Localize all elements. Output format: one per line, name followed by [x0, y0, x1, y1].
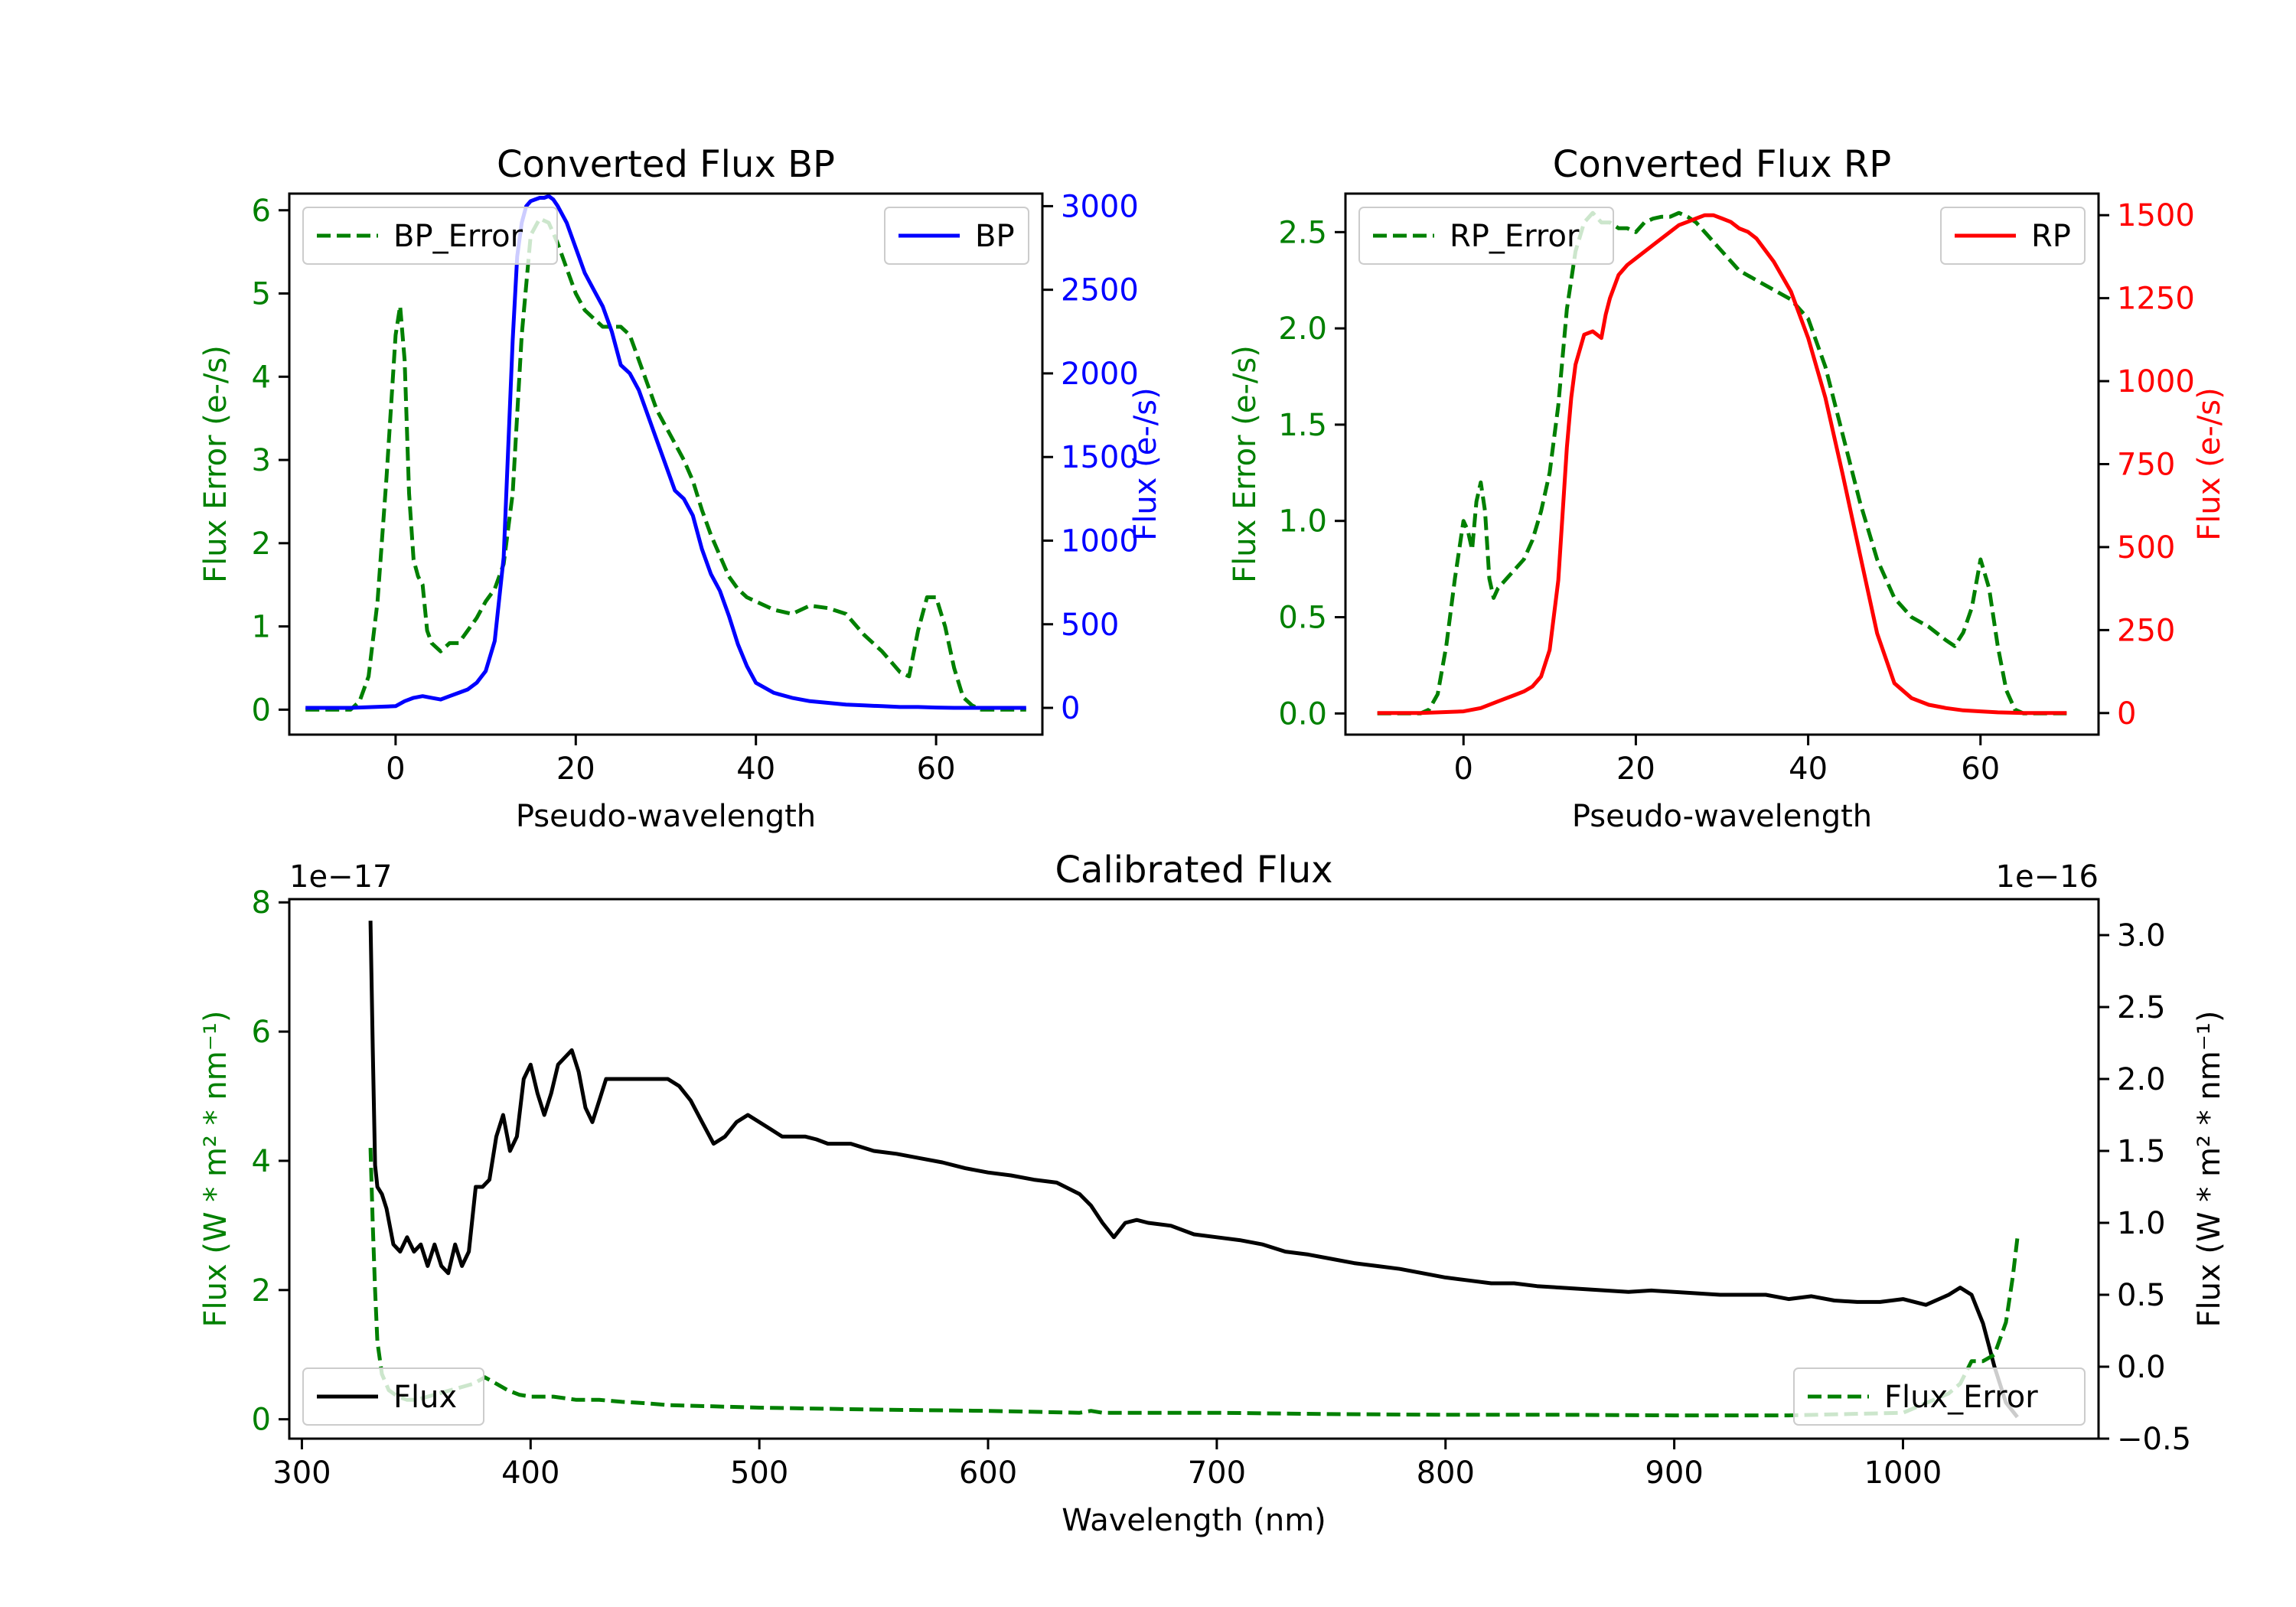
y-left-tick-label: 0.0 [1278, 696, 1327, 732]
y-left-tick-label: 5 [252, 277, 271, 312]
legend-rp: RP [1940, 207, 2086, 265]
y-left-tick-label: 0.5 [1278, 601, 1327, 636]
x-tick-label: 400 [501, 1455, 559, 1491]
y-right-tick-label: 2500 [1061, 273, 1139, 308]
y-right-tick-label: 1500 [2117, 198, 2195, 233]
y-left-tick-label: 2 [252, 1273, 271, 1309]
x-tick-label: 1000 [1864, 1455, 1942, 1491]
y-right-tick-label: 0.0 [2117, 1350, 2166, 1385]
y-left-tick-label: 0 [252, 1403, 271, 1438]
chart-rp: Converted Flux RP 0 20 40 60 Pseudo-wavelengt… [1228, 143, 2227, 834]
axes-frame [288, 898, 2100, 1440]
y-left-tick-label: 2 [252, 526, 271, 562]
legend-box [302, 1367, 484, 1426]
y-right-tick-label: 3.0 [2117, 918, 2166, 953]
x-tick-label: 0 [1454, 751, 1473, 787]
x-tick-label: 0 [386, 751, 405, 787]
y-right-tick-label: 1000 [1061, 523, 1139, 559]
x-tick-label: 900 [1645, 1455, 1703, 1491]
legend-box [1358, 207, 1614, 265]
legend-bp: BP [884, 207, 1029, 265]
x-tick-label: 800 [1417, 1455, 1475, 1491]
chart-title: Calibrated Flux [1055, 849, 1332, 892]
x-tick-label: 20 [556, 751, 595, 787]
y-left-tick-label: 4 [252, 1144, 271, 1179]
legend-label: BP_Error [393, 219, 523, 254]
series-line-flux-error [368, 1148, 2020, 1418]
y-left-offset-label: 1e−17 [289, 859, 392, 895]
x-axis-label: Pseudo-wavelength [516, 799, 816, 834]
y-left-tick-label: 6 [252, 1015, 271, 1050]
x-tick-label: 500 [730, 1455, 788, 1491]
x-tick-label: 40 [736, 751, 775, 787]
legend-label: Flux_Error [1884, 1380, 2038, 1415]
y-right-tick-label: 2.0 [2117, 1062, 2166, 1097]
y-right-tick-label: 1250 [2117, 282, 2195, 317]
y-left-tick-label: 8 [252, 885, 271, 921]
y-left-tick-label: 6 [252, 194, 271, 229]
y-left-tick-label: 0 [252, 693, 271, 728]
y-right-tick-label: 0 [2117, 696, 2136, 732]
y-right-tick-label: 0.5 [2117, 1278, 2166, 1313]
y-left-axis-label: Flux (W * m² * nm⁻¹) [198, 1011, 233, 1328]
series-line-rp [1377, 213, 2067, 715]
y-right-tick-label: 1.5 [2117, 1134, 2166, 1169]
y-left-axis-label: Flux Error (e-/s) [1228, 345, 1263, 583]
y-right-offset-label: 1e−16 [1996, 859, 2099, 895]
y-right-tick-label: 500 [1061, 608, 1119, 643]
y-right-axis-label: Flux (e-/s) [1128, 387, 1163, 540]
legend-label: RP_Error [1450, 219, 1580, 254]
legend-bp-error: BP_Error [302, 207, 558, 265]
y-right-tick-label: 750 [2117, 448, 2175, 483]
y-left-tick-label: 2.0 [1278, 311, 1327, 347]
x-tick-label: 60 [917, 751, 956, 787]
y-left-tick-label: 1.0 [1278, 504, 1327, 539]
y-left-axis-label: Flux Error (e-/s) [198, 345, 233, 583]
x-tick-label: 600 [959, 1455, 1017, 1491]
y-left-tick-label: 2.5 [1278, 215, 1327, 250]
y-left-tick-label: 4 [252, 360, 271, 395]
y-right-tick-label: 1.0 [2117, 1206, 2166, 1241]
legend-label: BP [975, 219, 1015, 254]
x-axis-label: Pseudo-wavelength [1572, 799, 1872, 834]
legend-flux-error: Flux_Error [1793, 1367, 2086, 1426]
y-left-tick-label: 1 [252, 610, 271, 645]
y-left-tick-label: 1.5 [1278, 408, 1327, 443]
y-right-tick-label: 250 [2117, 613, 2175, 648]
legend-flux: Flux [302, 1367, 484, 1426]
chart-title: Converted Flux RP [1553, 143, 1891, 186]
y-right-tick-label: 3000 [1061, 189, 1139, 224]
chart-calibrated: Calibrated Flux 300 400 500 600 700 800 900 1000… [198, 849, 2227, 1538]
y-right-tick-label: −0.5 [2117, 1422, 2191, 1457]
series-line-flux [368, 921, 2019, 1419]
legend-rp-error: RP_Error [1358, 207, 1614, 265]
x-tick-label: 20 [1616, 751, 1655, 787]
legend-label: Flux [393, 1380, 457, 1415]
y-left-tick-label: 3 [252, 443, 271, 478]
x-tick-label: 700 [1188, 1455, 1246, 1491]
chart-title: Converted Flux BP [497, 143, 835, 186]
x-axis-label: Wavelength (nm) [1062, 1503, 1326, 1538]
axes-frame [1344, 192, 2100, 736]
series-line-bp [305, 194, 1026, 710]
axes-frame [288, 192, 1044, 736]
y-right-tick-label: 2.5 [2117, 990, 2166, 1025]
x-tick-label: 40 [1789, 751, 1828, 787]
y-right-tick-label: 2000 [1061, 357, 1139, 392]
y-right-axis-label: Flux (W * m² * nm⁻¹) [2192, 1011, 2227, 1328]
series-line-rp-error [1377, 210, 2067, 715]
legend-box [1793, 1367, 2086, 1426]
y-right-axis-label: Flux (e-/s) [2192, 387, 2227, 540]
x-tick-label: 60 [1961, 751, 2000, 787]
y-right-tick-label: 1000 [2117, 364, 2195, 399]
legend-label: RP [2031, 219, 2071, 254]
chart-bp: Converted Flux BP0 20 40 60Pseudo-wavelengt… [198, 143, 1163, 834]
legend-box [302, 207, 558, 265]
y-right-tick-label: 500 [2117, 530, 2175, 566]
x-tick-label: 300 [272, 1455, 331, 1491]
y-right-tick-label: 1500 [1061, 440, 1139, 475]
y-right-tick-label: 0 [1061, 691, 1080, 726]
